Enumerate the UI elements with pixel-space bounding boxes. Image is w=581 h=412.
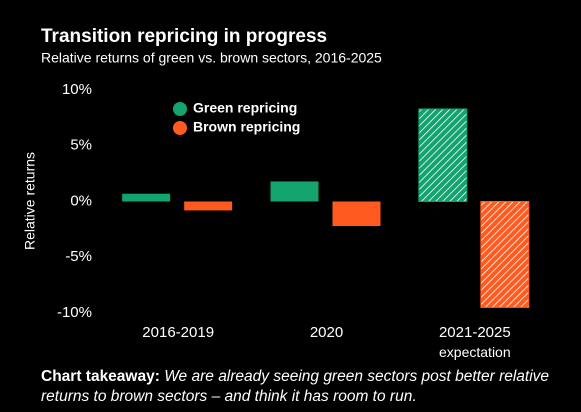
- legend-label: Green repricing: [193, 100, 297, 116]
- x-tick-label: 2020: [310, 324, 343, 341]
- chart: Transition repricing in progress Relativ…: [22, 26, 530, 360]
- y-tick-label: 10%: [62, 81, 92, 98]
- x-tick-label: 2016-2019: [142, 324, 214, 341]
- legend-marker: [173, 102, 187, 116]
- y-axis-label: Relative returns: [22, 152, 38, 250]
- bar: [270, 181, 319, 202]
- legend-label: Brown repricing: [193, 119, 300, 135]
- takeaway-label: Chart takeaway:: [41, 368, 160, 385]
- x-tick-label: 2021-2025 expectation: [439, 324, 511, 360]
- chart-subtitle: Relative returns of green vs. brown sect…: [41, 50, 382, 66]
- chart-title: Transition repricing in progress: [41, 26, 327, 47]
- takeaway-text: We are already seeing green sectors post…: [41, 368, 550, 405]
- bar: [184, 201, 233, 211]
- y-tick-label: 5%: [70, 137, 92, 154]
- bar: [332, 201, 381, 227]
- takeaway: Chart takeaway: We are already seeing gr…: [41, 367, 571, 407]
- bar: [122, 193, 171, 202]
- y-tick-label: 0%: [70, 192, 92, 209]
- y-tick-label: -10%: [57, 304, 92, 321]
- legend-marker: [173, 121, 187, 135]
- y-tick-label: -5%: [65, 248, 92, 265]
- bar: [418, 108, 468, 202]
- bar: [480, 201, 530, 308]
